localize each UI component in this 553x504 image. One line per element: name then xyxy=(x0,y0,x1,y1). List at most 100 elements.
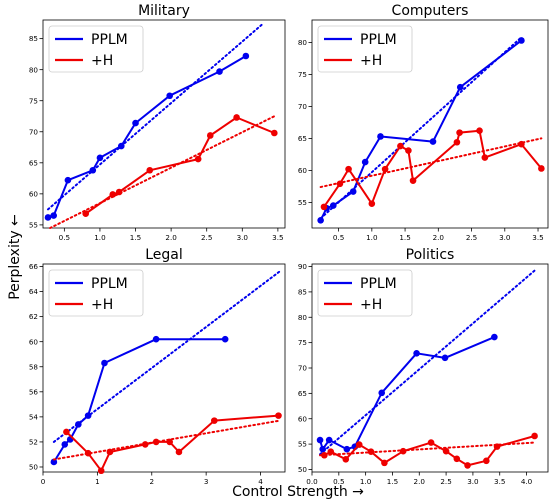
x-tick-label: 0.5 xyxy=(333,233,344,242)
data-point xyxy=(221,335,229,343)
data-point xyxy=(64,176,72,184)
y-tick-label: 66 xyxy=(29,262,39,271)
data-point xyxy=(456,83,464,91)
data-point xyxy=(453,138,461,146)
y-tick-label: 75 xyxy=(29,96,38,105)
series-line xyxy=(65,414,279,472)
data-point xyxy=(152,335,160,343)
x-tick-label: 1.0 xyxy=(94,233,106,242)
chart-panel: Computers 0.5 1.0 1.5 2.0 2.5 3.0 3.5 55 60 65 70 75… xyxy=(298,3,549,242)
data-point xyxy=(146,166,154,174)
data-point xyxy=(206,132,214,139)
data-point xyxy=(481,154,489,161)
data-point xyxy=(518,37,525,44)
data-point xyxy=(316,436,324,444)
x-tick-label: 3.0 xyxy=(237,233,249,242)
x-tick-label: 2.0 xyxy=(165,233,177,242)
y-tick-label: 55 xyxy=(298,198,307,207)
data-point xyxy=(345,165,352,173)
y-tick-label: 50 xyxy=(29,463,39,472)
y-tick-label: 85 xyxy=(298,288,307,297)
data-point xyxy=(89,166,97,174)
x-axis-label: Control Strength → xyxy=(232,484,364,500)
data-point xyxy=(166,92,173,100)
series-line xyxy=(47,55,247,219)
legend-label: PPLM xyxy=(360,276,397,292)
data-point xyxy=(84,412,92,419)
x-tick-label: 0.5 xyxy=(333,477,344,486)
y-tick-label: 58 xyxy=(29,362,39,371)
data-point xyxy=(343,445,351,453)
data-point xyxy=(531,432,538,440)
y-tick-label: 75 xyxy=(298,70,307,79)
y-tick-label: 80 xyxy=(298,313,308,322)
y-tick-label: 70 xyxy=(29,127,39,136)
y-tick-label: 65 xyxy=(29,158,38,167)
data-point xyxy=(109,191,117,198)
data-point xyxy=(456,129,463,136)
legend-label: +H xyxy=(360,297,382,313)
y-tick-label: 52 xyxy=(29,438,38,447)
data-point xyxy=(476,127,483,135)
data-point xyxy=(367,448,375,456)
data-point xyxy=(329,202,337,209)
data-point xyxy=(368,200,376,207)
data-point xyxy=(194,155,202,163)
data-point xyxy=(115,188,123,196)
y-tick-label: 80 xyxy=(29,65,39,74)
y-tick-label: 60 xyxy=(298,166,308,175)
y-tick-label: 90 xyxy=(298,262,308,271)
data-point xyxy=(355,441,363,448)
y-tick-label: 60 xyxy=(29,337,39,346)
legend-label: +H xyxy=(91,297,113,313)
chart-title: Military xyxy=(138,3,190,19)
x-tick-label: 3.0 xyxy=(499,233,511,242)
x-tick-label: 2.0 xyxy=(414,477,426,486)
data-point xyxy=(271,129,278,137)
data-point xyxy=(141,441,149,448)
chart-title: Legal xyxy=(145,247,183,263)
x-tick-label: 3.0 xyxy=(467,477,479,486)
data-point xyxy=(320,203,328,211)
y-tick-label: 64 xyxy=(29,287,39,296)
data-point xyxy=(216,68,223,75)
chart-panel: Military 0.5 1.0 1.5 2.0 2.5 3.0 3.5 55 60 65 70 75 8… xyxy=(29,3,286,242)
x-tick-label: 0 xyxy=(41,477,46,486)
series-line xyxy=(323,129,543,208)
data-point xyxy=(84,449,92,457)
data-point xyxy=(413,349,420,357)
data-point xyxy=(44,214,52,221)
legend-label: PPLM xyxy=(91,276,128,292)
data-point xyxy=(381,459,388,467)
chart-panel: Legal 0 1 2 3 4 50 52 54 56 58 60 62 64 66 PPLM +H xyxy=(29,247,286,486)
data-point xyxy=(381,165,389,173)
trend-line xyxy=(49,115,276,229)
x-tick-label: 4 xyxy=(258,477,263,486)
trend-line xyxy=(52,270,281,443)
data-point xyxy=(483,457,490,465)
data-point xyxy=(233,114,240,121)
y-tick-label: 60 xyxy=(298,414,308,423)
y-tick-label: 62 xyxy=(29,312,38,321)
data-point xyxy=(63,428,70,436)
x-tick-label: 1.5 xyxy=(387,477,398,486)
data-point xyxy=(152,438,160,446)
data-point xyxy=(61,441,69,448)
y-tick-label: 70 xyxy=(298,102,308,111)
data-point xyxy=(342,456,350,463)
trend-line xyxy=(52,419,281,461)
x-tick-label: 1 xyxy=(95,477,100,486)
x-tick-label: 1.5 xyxy=(130,233,141,242)
data-point xyxy=(166,438,174,446)
x-tick-label: 3.5 xyxy=(532,233,543,242)
y-tick-label: 55 xyxy=(29,220,38,229)
data-point xyxy=(211,417,218,424)
y-tick-label: 65 xyxy=(298,389,307,398)
x-tick-label: 2.0 xyxy=(433,233,445,242)
data-point xyxy=(175,448,183,456)
data-point xyxy=(427,439,435,446)
data-point xyxy=(106,448,114,456)
data-point xyxy=(101,359,108,367)
x-tick-label: 2 xyxy=(149,477,154,486)
